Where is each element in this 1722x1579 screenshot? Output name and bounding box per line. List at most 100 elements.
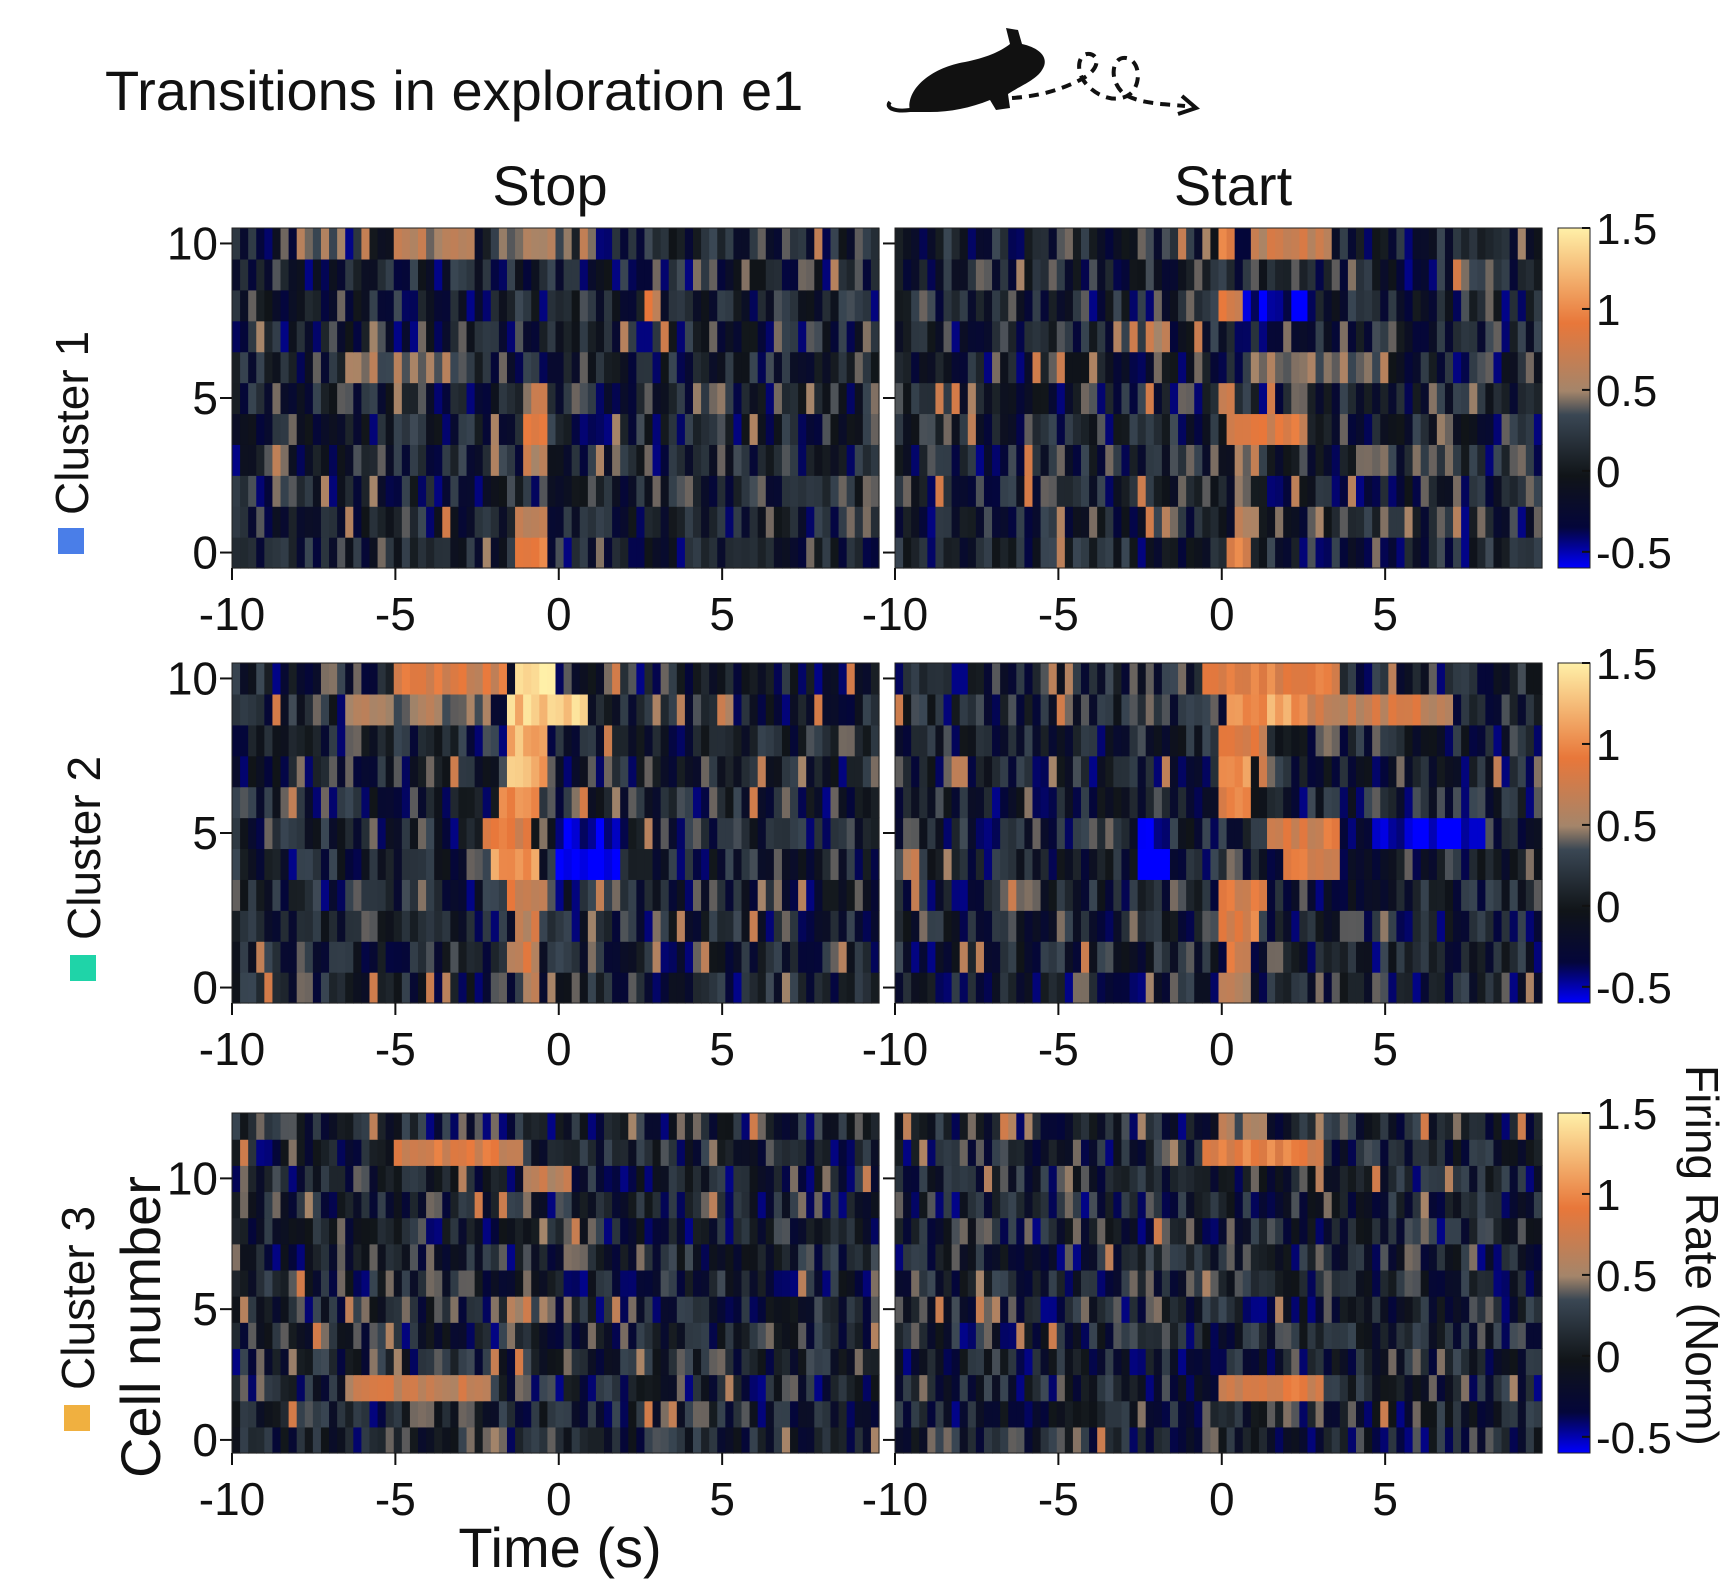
heatmap-cell	[1453, 910, 1462, 942]
heatmap-cell	[1048, 1400, 1058, 1428]
heatmap-cell	[806, 506, 815, 538]
heatmap-cell	[232, 1296, 241, 1323]
heatmap-cell	[765, 1348, 775, 1376]
heatmap-cell	[709, 1400, 718, 1428]
heatmap-cell	[329, 1217, 338, 1245]
heatmap-cell	[709, 228, 718, 260]
heatmap-cell	[426, 258, 435, 291]
heatmap-cell	[1121, 693, 1131, 726]
heatmap-cell	[806, 1348, 815, 1376]
heatmap-cell	[822, 1191, 832, 1219]
heatmap-cell	[523, 755, 532, 788]
heatmap-cell	[1347, 879, 1357, 911]
heatmap-cell	[296, 289, 306, 322]
heatmap-cell	[749, 817, 759, 850]
heatmap-cell	[749, 972, 759, 1004]
heatmap-cell	[232, 755, 241, 788]
heatmap-cell	[1469, 413, 1478, 445]
heatmap-cell	[1453, 1374, 1462, 1402]
heatmap-cell	[232, 1191, 241, 1219]
heatmap-cell	[539, 1243, 549, 1271]
heatmap-cell	[1016, 879, 1025, 911]
heatmap-cell	[1089, 786, 1098, 819]
heatmap-cell	[1315, 848, 1325, 880]
heatmap-cell	[660, 1217, 670, 1245]
heatmap-cell	[555, 724, 565, 757]
heatmap-cell	[814, 1139, 823, 1166]
heatmap-cell	[943, 786, 953, 819]
heatmap-cell	[838, 848, 848, 880]
heatmap-cell	[442, 475, 451, 507]
heatmap-cell	[717, 786, 726, 819]
heatmap-cell	[1161, 506, 1171, 538]
heatmap-cell	[1364, 444, 1373, 476]
heatmap-cell	[660, 413, 670, 445]
heatmap-cell	[846, 351, 856, 384]
heatmap-cell	[1355, 382, 1365, 415]
heatmap-cell	[353, 444, 362, 476]
heatmap-cell	[385, 941, 395, 973]
heatmap-cell	[830, 382, 840, 415]
heatmap-cell	[1056, 910, 1066, 942]
heatmap-cell	[1008, 1426, 1017, 1454]
heatmap-cell	[741, 506, 751, 538]
heatmap-cell	[935, 506, 945, 538]
heatmap-cell	[1275, 444, 1284, 476]
heatmap-cell	[1355, 879, 1365, 911]
heatmap-cell	[539, 724, 549, 757]
heatmap-cell	[353, 941, 362, 973]
heatmap-cell	[393, 537, 403, 569]
x-tick-label: 0	[546, 1023, 572, 1075]
heatmap-cell	[1097, 444, 1106, 476]
heatmap-cell	[757, 1400, 767, 1428]
heatmap-cell	[620, 663, 629, 695]
heatmap-cell	[1064, 724, 1074, 757]
heatmap-cell	[684, 1165, 694, 1193]
heatmap-cell	[571, 537, 581, 569]
heatmap-cell	[1396, 1374, 1406, 1402]
heatmap-cell	[765, 1217, 775, 1245]
heatmap-cell	[1194, 910, 1203, 942]
heatmap-cell	[814, 848, 823, 880]
heatmap-cell	[345, 1400, 354, 1428]
heatmap-cell	[1202, 1400, 1212, 1428]
heatmap-cell	[523, 1217, 532, 1245]
heatmap-cell	[450, 724, 460, 757]
heatmap-cell	[935, 258, 945, 291]
heatmap-cell	[911, 663, 920, 695]
heatmap-cell	[895, 228, 904, 260]
heatmap-cell	[636, 910, 646, 942]
heatmap-cell	[474, 382, 484, 415]
heatmap-cell	[1032, 382, 1042, 415]
heatmap-cell	[369, 506, 379, 538]
heatmap-cell	[806, 444, 815, 476]
heatmap-cell	[579, 1139, 589, 1166]
heatmap-cell	[337, 1269, 346, 1297]
heatmap-cell	[692, 817, 702, 850]
heatmap-cell	[830, 663, 840, 695]
heatmap-cell	[1509, 786, 1519, 819]
heatmap-cell	[490, 1426, 500, 1454]
heatmap-cell	[935, 910, 945, 942]
heatmap-cell	[1364, 413, 1373, 445]
heatmap-cell	[1145, 382, 1155, 415]
heatmap-cell	[636, 1191, 646, 1219]
heatmap-cell	[482, 972, 492, 1004]
heatmap-cell	[248, 506, 257, 538]
heatmap-cell	[692, 1269, 702, 1297]
heatmap-cell	[426, 413, 435, 445]
heatmap-cell	[1347, 663, 1357, 695]
heatmap-cell	[765, 910, 775, 942]
heatmap-cell	[272, 258, 282, 291]
heatmap-cell	[393, 320, 403, 353]
heatmap-cell	[684, 1322, 694, 1349]
heatmap-cell	[1056, 755, 1066, 788]
heatmap-cell	[587, 413, 597, 445]
heatmap-cell	[701, 786, 710, 819]
heatmap-cell	[830, 1139, 840, 1166]
heatmap-cell	[1161, 786, 1171, 819]
heatmap-cell	[1331, 228, 1341, 260]
heatmap-cell	[701, 1217, 710, 1245]
heatmap-cell	[636, 444, 646, 476]
heatmap-cell	[862, 506, 872, 538]
